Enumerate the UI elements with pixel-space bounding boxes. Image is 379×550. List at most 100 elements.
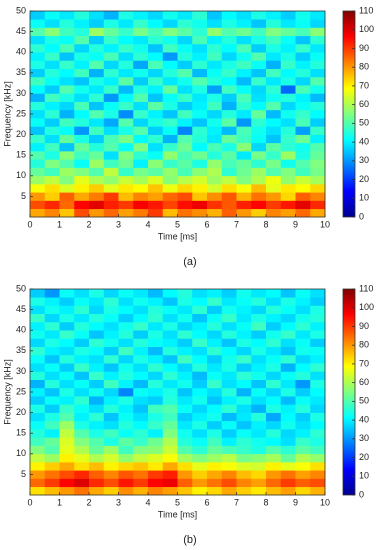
heat-cell <box>221 208 237 218</box>
heat-cell <box>103 478 119 488</box>
heat-cell <box>207 52 223 61</box>
x-tick-label: 3 <box>116 497 121 507</box>
heat-cell <box>59 109 75 119</box>
heat-cell <box>30 126 46 135</box>
heat-cell <box>266 437 282 446</box>
heat-cell <box>148 338 164 347</box>
heat-cell <box>295 184 311 193</box>
heat-cell <box>192 76 208 86</box>
heat-cell <box>59 379 75 389</box>
heat-cell <box>148 184 164 193</box>
heat-cell <box>30 412 46 422</box>
heat-cell <box>266 486 282 496</box>
heat-cell <box>118 175 134 185</box>
colorbar-tick-label: 60 <box>359 377 369 387</box>
heat-cell <box>162 68 178 78</box>
heat-cell <box>310 412 326 422</box>
heat-cell <box>44 101 60 111</box>
heat-cell <box>266 184 282 193</box>
heat-cell <box>59 175 75 185</box>
heat-cell <box>118 354 134 364</box>
heat-cell <box>221 313 237 323</box>
heat-cell <box>30 76 46 86</box>
heat-cell <box>30 200 46 210</box>
heat-cell <box>192 297 208 306</box>
heat-cell <box>221 151 237 160</box>
heat-cell <box>236 200 252 210</box>
heat-cell <box>133 60 149 69</box>
y-tick-label: 10 <box>16 170 26 180</box>
heat-cell <box>310 208 326 218</box>
heat-cell <box>310 429 326 438</box>
heat-cell <box>236 11 252 20</box>
heat-cell <box>103 93 119 102</box>
heat-cell <box>30 379 46 389</box>
heat-cell <box>266 313 282 323</box>
heat-cell <box>310 35 326 45</box>
heat-cell <box>192 60 208 69</box>
heat-cell <box>74 76 90 86</box>
heat-cell <box>192 200 208 210</box>
heat-cell <box>251 420 267 430</box>
heat-cell <box>177 305 193 315</box>
heat-cell <box>162 167 178 177</box>
heat-cell <box>162 192 178 201</box>
heat-cell <box>295 134 311 144</box>
heat-cell <box>207 118 223 127</box>
heat-cell <box>30 118 46 127</box>
heat-cell <box>251 35 267 45</box>
heat-cell <box>310 445 326 455</box>
heat-cell <box>74 437 90 446</box>
colorbar-tick-label: 80 <box>359 62 369 72</box>
heat-cell <box>74 134 90 144</box>
heat-cell <box>310 101 326 111</box>
heat-cell <box>103 486 119 496</box>
heat-cell <box>103 429 119 438</box>
heat-cell <box>44 126 60 135</box>
heat-cell <box>118 387 134 397</box>
heat-cell <box>310 363 326 372</box>
heat-cell <box>59 101 75 111</box>
heat-cell <box>59 453 75 463</box>
x-tick-label: 4 <box>145 497 150 507</box>
heat-cell <box>251 453 267 463</box>
heat-cell <box>221 330 237 339</box>
heat-cell <box>251 109 267 119</box>
heat-cell <box>89 379 105 389</box>
heat-cell <box>89 109 105 119</box>
heat-cell <box>236 462 252 471</box>
colorbar <box>342 288 356 496</box>
y-tick-label: 5 <box>21 191 26 201</box>
heat-cell <box>133 134 149 144</box>
heat-cell <box>89 313 105 323</box>
heat-cell <box>133 379 149 389</box>
colorbar-tick-label: 40 <box>359 414 369 424</box>
heat-cell <box>44 470 60 479</box>
heat-cell <box>310 371 326 380</box>
heat-cell <box>162 142 178 152</box>
heat-cell <box>30 338 46 347</box>
heat-cell <box>177 19 193 28</box>
x-tick-label: 8 <box>263 497 268 507</box>
heat-cell <box>59 151 75 160</box>
heat-cell <box>148 167 164 177</box>
heat-cell <box>44 175 60 185</box>
heat-cell <box>59 305 75 315</box>
heat-cell <box>192 43 208 53</box>
heat-cell <box>177 159 193 168</box>
heat-cell <box>221 85 237 94</box>
heat-cell <box>118 151 134 160</box>
heat-cell <box>162 60 178 69</box>
heat-cell <box>207 43 223 53</box>
heat-cell <box>207 68 223 78</box>
heat-cell <box>162 363 178 372</box>
heat-cell <box>59 396 75 405</box>
heat-cell <box>177 60 193 69</box>
heat-cell <box>280 478 296 488</box>
heat-cell <box>103 289 119 298</box>
heat-cell <box>192 453 208 463</box>
heat-cell <box>295 76 311 86</box>
heat-cell <box>207 208 223 218</box>
heat-cell <box>177 429 193 438</box>
heat-cell <box>44 151 60 160</box>
